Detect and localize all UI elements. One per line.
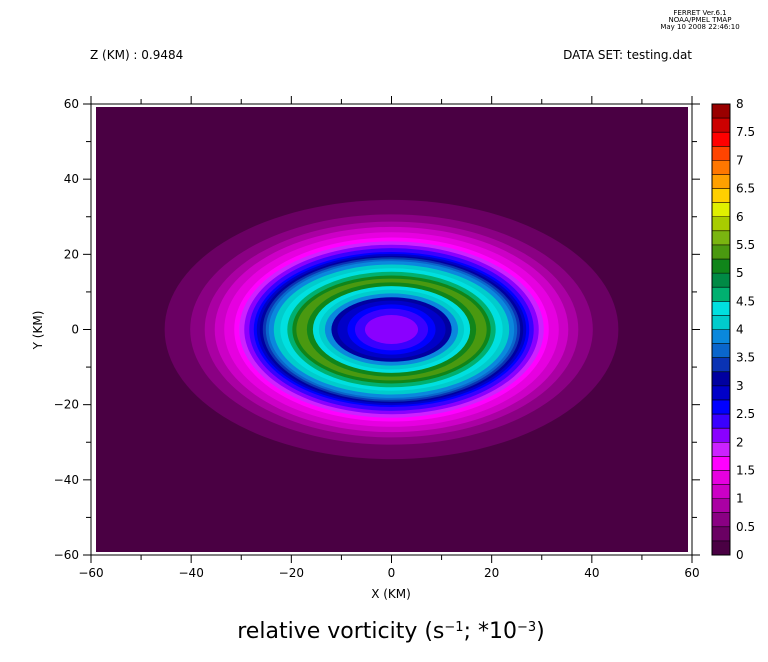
- colorbar-swatch: [712, 146, 730, 161]
- colorbar-swatch: [712, 287, 730, 302]
- x-tick-label: 60: [684, 566, 699, 580]
- x-tick-label: −60: [78, 566, 103, 580]
- chart-title: relative vorticity (s−1; *10−3): [237, 619, 544, 644]
- colorbar-swatch: [712, 244, 730, 260]
- y-tick-label: −60: [54, 548, 79, 562]
- colorbar-label: 5.5: [736, 238, 755, 252]
- colorbar-swatch: [712, 160, 730, 175]
- ferret-timestamp: May 10 2008 22:46:10: [660, 23, 739, 31]
- colorbar-swatch: [712, 132, 730, 147]
- x-tick-label: 0: [388, 566, 396, 580]
- y-tick-label: 40: [64, 172, 79, 186]
- colorbar-swatch: [712, 456, 730, 471]
- dataset-label: DATA SET: testing.dat: [563, 48, 692, 62]
- colorbar-label: 6: [736, 210, 744, 224]
- y-tick-label: 0: [71, 323, 79, 337]
- colorbar-swatch: [712, 470, 730, 485]
- colorbar-swatch: [712, 512, 730, 528]
- colorbar-label: 3.5: [736, 351, 755, 365]
- x-tick-label: −40: [179, 566, 204, 580]
- colorbar-swatch: [712, 399, 730, 415]
- z-level-label: Z (KM) : 0.9484: [90, 48, 183, 62]
- colorbar-label: 6.5: [736, 182, 755, 196]
- colorbar-swatch: [712, 343, 730, 358]
- colorbar-swatch: [712, 484, 730, 499]
- colorbar-label: 5: [736, 266, 744, 280]
- colorbar-swatch: [712, 414, 730, 429]
- y-tick-label: 20: [64, 247, 79, 261]
- colorbar-label: 4.5: [736, 294, 755, 308]
- colorbar-swatch: [712, 428, 730, 443]
- colorbar-label: 4: [736, 323, 744, 337]
- y-axis-title: Y (KM): [31, 311, 45, 351]
- colorbar-label: 0: [736, 548, 744, 562]
- ferret-org: NOAA/PMEL TMAP: [669, 16, 732, 24]
- colorbar-swatch: [712, 104, 730, 119]
- y-tick-label: −20: [54, 398, 79, 412]
- colorbar-swatch: [712, 442, 730, 457]
- plot-inner-margin: [92, 105, 691, 554]
- x-tick-label: 40: [584, 566, 599, 580]
- colorbar-swatch: [712, 315, 730, 330]
- colorbar-label: 2.5: [736, 407, 755, 421]
- contour-field: [96, 106, 688, 552]
- colorbar-label: 1: [736, 492, 744, 506]
- colorbar-swatch: [712, 273, 730, 288]
- colorbar-label: 7.5: [736, 125, 755, 139]
- colorbar-swatch: [712, 174, 730, 189]
- x-tick-label: 20: [484, 566, 499, 580]
- colorbar-label: 2: [736, 435, 744, 449]
- colorbar-swatch: [712, 301, 730, 316]
- colorbar-swatch: [712, 118, 730, 133]
- x-axis-title: X (KM): [371, 587, 411, 601]
- colorbar-swatch: [712, 357, 730, 373]
- colorbar-label: 8: [736, 97, 744, 111]
- colorbar-swatch: [712, 216, 730, 232]
- axes: −60 −40 −20 0 20 40 60 60 40 20 0 −20 −40 −60: [54, 96, 700, 580]
- colorbar-label: 3: [736, 379, 744, 393]
- colorbar-swatch: [712, 230, 730, 246]
- colorbar-swatch: [712, 188, 730, 203]
- colorbar-label: 0.5: [736, 520, 755, 534]
- colorbar-swatch: [712, 202, 730, 218]
- ferret-version: FERRET Ver.6.1: [673, 9, 726, 17]
- colorbar-label: 1.5: [736, 463, 755, 477]
- y-tick-label: −40: [54, 473, 79, 487]
- colorbar-swatch: [712, 371, 730, 387]
- x-tick-label: −20: [279, 566, 304, 580]
- colorbar-swatch: [712, 259, 730, 274]
- colorbar-swatch: [712, 385, 730, 401]
- y-tick-label: 60: [64, 97, 79, 111]
- contour-band-28: [364, 315, 419, 344]
- colorbar-label: 7: [736, 153, 744, 167]
- colorbar: 8 7.5 7 6.5 6 5.5 5 4.5 4 3.5 3 2.5 2 1.5 1 0.5 0: [711, 97, 755, 562]
- colorbar-swatch: [712, 498, 730, 514]
- colorbar-swatch: [712, 540, 730, 556]
- colorbar-swatch: [712, 526, 730, 542]
- colorbar-swatch: [712, 329, 730, 344]
